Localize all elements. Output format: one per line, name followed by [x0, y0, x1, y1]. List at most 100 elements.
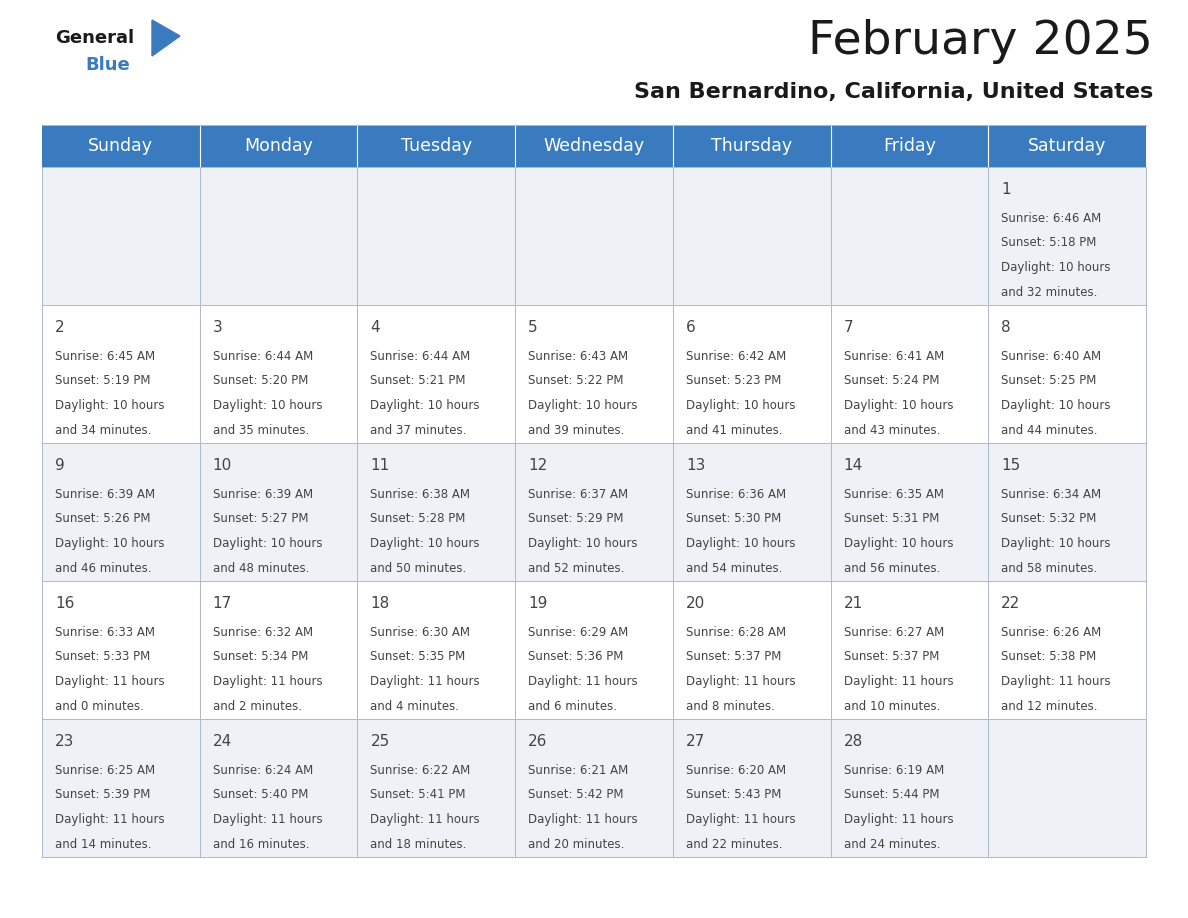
Text: Sunrise: 6:38 AM: Sunrise: 6:38 AM: [371, 488, 470, 501]
Text: Sunset: 5:34 PM: Sunset: 5:34 PM: [213, 651, 308, 664]
Text: Daylight: 11 hours: Daylight: 11 hours: [843, 675, 953, 688]
Text: San Bernardino, California, United States: San Bernardino, California, United State…: [633, 82, 1154, 102]
Bar: [200, 305, 358, 443]
Text: Sunset: 5:43 PM: Sunset: 5:43 PM: [685, 789, 782, 801]
Text: and 56 minutes.: and 56 minutes.: [843, 562, 940, 575]
Text: Sunrise: 6:39 AM: Sunrise: 6:39 AM: [213, 488, 312, 501]
Text: and 58 minutes.: and 58 minutes.: [1001, 562, 1098, 575]
Text: Tuesday: Tuesday: [400, 137, 472, 155]
Bar: [42, 719, 200, 857]
Bar: [516, 305, 672, 443]
Text: and 50 minutes.: and 50 minutes.: [371, 562, 467, 575]
Bar: [672, 305, 830, 443]
Text: Daylight: 10 hours: Daylight: 10 hours: [1001, 261, 1111, 274]
Bar: [516, 581, 672, 719]
Bar: [358, 167, 516, 305]
Text: 26: 26: [529, 734, 548, 749]
Text: and 6 minutes.: and 6 minutes.: [529, 700, 617, 712]
Text: and 24 minutes.: and 24 minutes.: [843, 837, 940, 850]
Text: and 44 minutes.: and 44 minutes.: [1001, 423, 1098, 436]
Text: and 0 minutes.: and 0 minutes.: [55, 700, 144, 712]
Text: 24: 24: [213, 734, 232, 749]
Bar: [830, 443, 988, 581]
Text: 22: 22: [1001, 596, 1020, 611]
Text: and 34 minutes.: and 34 minutes.: [55, 423, 151, 436]
Text: and 12 minutes.: and 12 minutes.: [1001, 700, 1098, 712]
Text: Sunset: 5:25 PM: Sunset: 5:25 PM: [1001, 375, 1097, 387]
Bar: [988, 305, 1146, 443]
Text: Sunrise: 6:21 AM: Sunrise: 6:21 AM: [529, 764, 628, 777]
Text: and 39 minutes.: and 39 minutes.: [529, 423, 625, 436]
Text: 4: 4: [371, 320, 380, 335]
Text: Daylight: 11 hours: Daylight: 11 hours: [213, 813, 322, 826]
Text: 1: 1: [1001, 182, 1011, 197]
Text: Daylight: 10 hours: Daylight: 10 hours: [529, 399, 638, 412]
Bar: [988, 581, 1146, 719]
Text: Daylight: 10 hours: Daylight: 10 hours: [529, 537, 638, 550]
Text: February 2025: February 2025: [808, 19, 1154, 64]
Text: 15: 15: [1001, 458, 1020, 473]
Text: Sunset: 5:35 PM: Sunset: 5:35 PM: [371, 651, 466, 664]
Text: Sunrise: 6:32 AM: Sunrise: 6:32 AM: [213, 626, 312, 639]
Text: Sunset: 5:42 PM: Sunset: 5:42 PM: [529, 789, 624, 801]
Text: Sunset: 5:32 PM: Sunset: 5:32 PM: [1001, 512, 1097, 525]
Text: 17: 17: [213, 596, 232, 611]
Text: Sunset: 5:39 PM: Sunset: 5:39 PM: [55, 789, 151, 801]
Text: Sunset: 5:24 PM: Sunset: 5:24 PM: [843, 375, 939, 387]
Text: Sunset: 5:41 PM: Sunset: 5:41 PM: [371, 789, 466, 801]
Text: Daylight: 11 hours: Daylight: 11 hours: [1001, 675, 1111, 688]
Bar: [358, 125, 516, 167]
Bar: [358, 719, 516, 857]
Bar: [988, 125, 1146, 167]
Text: Sunrise: 6:33 AM: Sunrise: 6:33 AM: [55, 626, 154, 639]
Text: 18: 18: [371, 596, 390, 611]
Text: Sunset: 5:33 PM: Sunset: 5:33 PM: [55, 651, 150, 664]
Text: 25: 25: [371, 734, 390, 749]
Text: Sunrise: 6:43 AM: Sunrise: 6:43 AM: [529, 350, 628, 363]
Text: and 20 minutes.: and 20 minutes.: [529, 837, 625, 850]
Text: Sunset: 5:27 PM: Sunset: 5:27 PM: [213, 512, 308, 525]
Bar: [516, 167, 672, 305]
Text: Blue: Blue: [86, 56, 129, 74]
Text: 8: 8: [1001, 320, 1011, 335]
Bar: [830, 719, 988, 857]
Text: Daylight: 10 hours: Daylight: 10 hours: [1001, 399, 1111, 412]
Bar: [42, 167, 200, 305]
Text: 2: 2: [55, 320, 64, 335]
Text: Sunset: 5:20 PM: Sunset: 5:20 PM: [213, 375, 308, 387]
Text: Sunrise: 6:20 AM: Sunrise: 6:20 AM: [685, 764, 786, 777]
Text: Sunset: 5:37 PM: Sunset: 5:37 PM: [843, 651, 939, 664]
Text: Sunrise: 6:29 AM: Sunrise: 6:29 AM: [529, 626, 628, 639]
Text: Sunday: Sunday: [88, 137, 153, 155]
Text: and 16 minutes.: and 16 minutes.: [213, 837, 309, 850]
Bar: [358, 581, 516, 719]
Text: 28: 28: [843, 734, 862, 749]
Text: 16: 16: [55, 596, 75, 611]
Bar: [516, 125, 672, 167]
Bar: [42, 443, 200, 581]
Bar: [42, 125, 200, 167]
Text: Sunrise: 6:19 AM: Sunrise: 6:19 AM: [843, 764, 943, 777]
Text: Daylight: 11 hours: Daylight: 11 hours: [371, 675, 480, 688]
Text: Sunrise: 6:27 AM: Sunrise: 6:27 AM: [843, 626, 943, 639]
Text: and 2 minutes.: and 2 minutes.: [213, 700, 302, 712]
Text: Sunset: 5:22 PM: Sunset: 5:22 PM: [529, 375, 624, 387]
Text: 20: 20: [685, 596, 706, 611]
Text: Sunrise: 6:22 AM: Sunrise: 6:22 AM: [371, 764, 470, 777]
Bar: [672, 125, 830, 167]
Bar: [830, 125, 988, 167]
Text: Saturday: Saturday: [1028, 137, 1106, 155]
Bar: [672, 443, 830, 581]
Text: 10: 10: [213, 458, 232, 473]
Text: and 32 minutes.: and 32 minutes.: [1001, 285, 1098, 298]
Text: 11: 11: [371, 458, 390, 473]
Text: Sunrise: 6:28 AM: Sunrise: 6:28 AM: [685, 626, 786, 639]
Text: Daylight: 11 hours: Daylight: 11 hours: [55, 813, 165, 826]
Text: Daylight: 11 hours: Daylight: 11 hours: [371, 813, 480, 826]
Text: Sunset: 5:30 PM: Sunset: 5:30 PM: [685, 512, 781, 525]
Bar: [516, 719, 672, 857]
Text: Sunrise: 6:25 AM: Sunrise: 6:25 AM: [55, 764, 156, 777]
Bar: [830, 305, 988, 443]
Text: Sunset: 5:36 PM: Sunset: 5:36 PM: [529, 651, 624, 664]
Text: Sunset: 5:23 PM: Sunset: 5:23 PM: [685, 375, 782, 387]
